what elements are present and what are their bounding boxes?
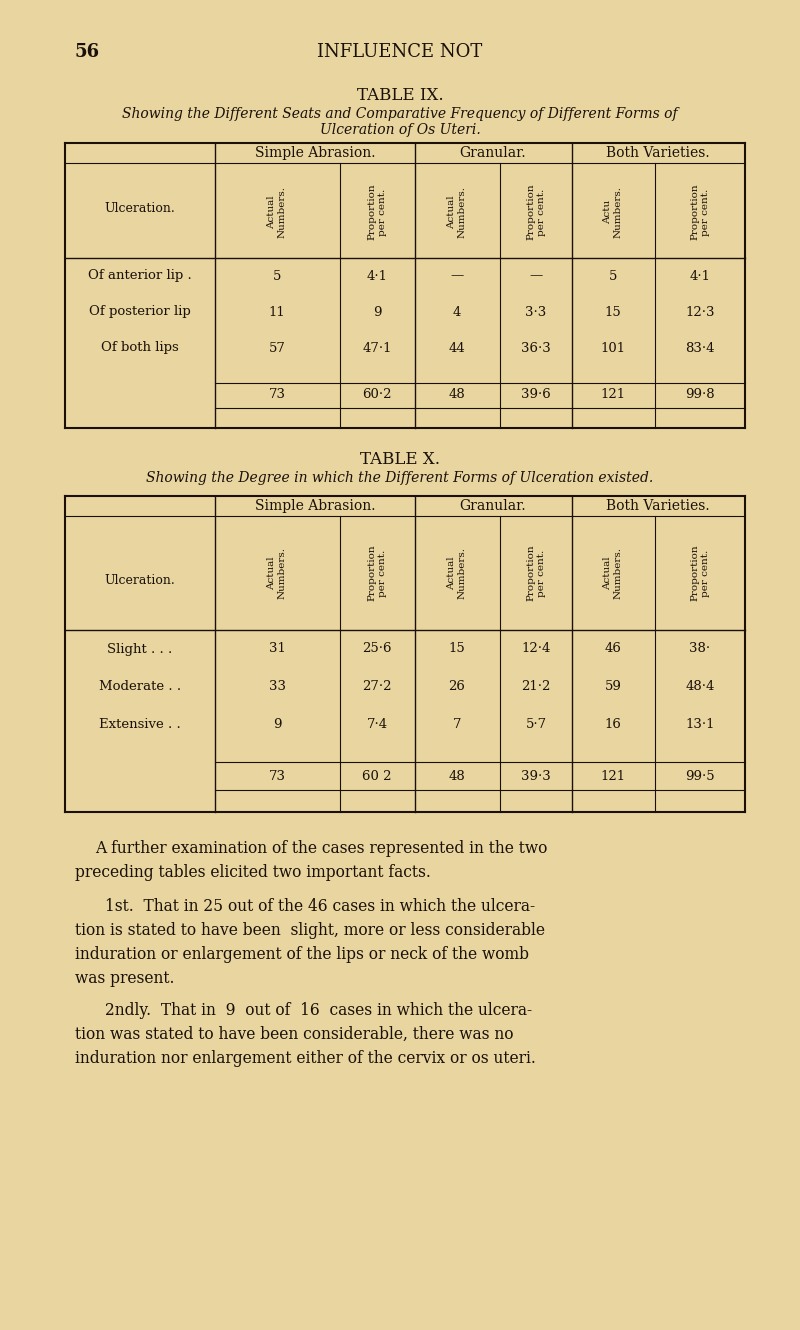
Text: Actual
Numbers.: Actual Numbers. (447, 186, 466, 238)
Text: 39·6: 39·6 (521, 388, 551, 402)
Text: 60 2: 60 2 (362, 770, 392, 782)
Text: Proportion
per cent.: Proportion per cent. (690, 545, 710, 601)
Text: 73: 73 (269, 770, 286, 782)
Text: Actual
Numbers.: Actual Numbers. (267, 186, 286, 238)
Text: induration or enlargement of the lips or neck of the womb: induration or enlargement of the lips or… (75, 946, 529, 963)
Text: 38·: 38· (690, 642, 710, 656)
Text: 13·1: 13·1 (686, 718, 714, 732)
Text: 48: 48 (449, 388, 466, 402)
Text: 101: 101 (601, 342, 626, 355)
Text: —: — (530, 270, 542, 282)
Text: Ulceration.: Ulceration. (105, 202, 175, 214)
Text: 33: 33 (269, 681, 286, 693)
Text: Proportion
per cent.: Proportion per cent. (367, 545, 386, 601)
Text: Actual
Numbers.: Actual Numbers. (447, 547, 466, 598)
Text: 5·7: 5·7 (526, 718, 546, 732)
Text: INFLUENCE NOT: INFLUENCE NOT (318, 43, 482, 61)
Text: Of both lips: Of both lips (101, 342, 179, 355)
Text: 9: 9 (273, 718, 282, 732)
Text: Granular.: Granular. (460, 499, 526, 513)
Text: Of anterior lip .: Of anterior lip . (88, 270, 192, 282)
Text: Extensive . .: Extensive . . (99, 718, 181, 732)
Text: 121: 121 (601, 388, 626, 402)
Text: 48·4: 48·4 (686, 681, 714, 693)
Text: 36·3: 36·3 (521, 342, 551, 355)
Text: Proportion
per cent.: Proportion per cent. (526, 184, 546, 241)
Text: Showing the Degree in which the Different Forms of Ulceration existed.: Showing the Degree in which the Differen… (146, 471, 654, 485)
Text: 7·4: 7·4 (366, 718, 387, 732)
Text: Proportion
per cent.: Proportion per cent. (526, 545, 546, 601)
Text: 5: 5 (273, 270, 281, 282)
Text: 12·4: 12·4 (522, 642, 550, 656)
Text: 12·3: 12·3 (686, 306, 714, 318)
Text: 15: 15 (449, 642, 466, 656)
Text: A further examination of the cases represented in the two: A further examination of the cases repre… (95, 841, 547, 857)
Text: 7: 7 (453, 718, 462, 732)
Text: 16: 16 (605, 718, 622, 732)
Text: Showing the Different Seats and Comparative Frequency of Different Forms of: Showing the Different Seats and Comparat… (122, 106, 678, 121)
Text: 25·6: 25·6 (362, 642, 392, 656)
Text: 46: 46 (605, 642, 622, 656)
Text: 9: 9 (373, 306, 382, 318)
Text: Simple Abrasion.: Simple Abrasion. (254, 146, 375, 160)
Text: Moderate . .: Moderate . . (99, 681, 181, 693)
Text: 48: 48 (449, 770, 466, 782)
Text: 56: 56 (75, 43, 100, 61)
Text: induration nor enlargement either of the cervix or os uteri.: induration nor enlargement either of the… (75, 1049, 536, 1067)
Text: 31: 31 (269, 642, 286, 656)
Text: 73: 73 (269, 388, 286, 402)
Text: 4·1: 4·1 (690, 270, 710, 282)
Text: 57: 57 (269, 342, 286, 355)
Text: Actual
Numbers.: Actual Numbers. (603, 547, 622, 598)
Text: Actual
Numbers.: Actual Numbers. (267, 547, 286, 598)
Text: 99·5: 99·5 (685, 770, 715, 782)
Text: 5: 5 (609, 270, 617, 282)
Text: Granular.: Granular. (460, 146, 526, 160)
Text: 59: 59 (605, 681, 622, 693)
Text: 1st.  That in 25 out of the 46 cases in which the ulcera-: 1st. That in 25 out of the 46 cases in w… (105, 898, 535, 915)
Text: 2ndly.  That in  9  out of  16  cases in which the ulcera-: 2ndly. That in 9 out of 16 cases in whic… (105, 1001, 532, 1019)
Text: Simple Abrasion.: Simple Abrasion. (254, 499, 375, 513)
Text: preceding tables elicited two important facts.: preceding tables elicited two important … (75, 864, 431, 880)
Text: Proportion
per cent.: Proportion per cent. (367, 184, 386, 241)
Text: 39·3: 39·3 (521, 770, 551, 782)
Text: 26: 26 (449, 681, 466, 693)
Text: Both Varieties.: Both Varieties. (606, 499, 710, 513)
Text: TABLE IX.: TABLE IX. (357, 86, 443, 104)
Text: 15: 15 (605, 306, 622, 318)
Text: 4·1: 4·1 (366, 270, 387, 282)
Text: Both Varieties.: Both Varieties. (606, 146, 710, 160)
Text: 60·2: 60·2 (362, 388, 392, 402)
Text: Proportion
per cent.: Proportion per cent. (690, 184, 710, 241)
Text: TABLE X.: TABLE X. (360, 451, 440, 468)
Text: Of posterior lip: Of posterior lip (89, 306, 191, 318)
Text: tion was stated to have been considerable, there was no: tion was stated to have been considerabl… (75, 1025, 514, 1043)
Text: Ulceration.: Ulceration. (105, 575, 175, 588)
Text: 27·2: 27·2 (362, 681, 392, 693)
Text: 47·1: 47·1 (362, 342, 392, 355)
Text: 99·8: 99·8 (685, 388, 715, 402)
Text: tion is stated to have been  slight, more or less considerable: tion is stated to have been slight, more… (75, 922, 545, 939)
Text: 21·2: 21·2 (522, 681, 550, 693)
Text: Ulceration of Os Uteri.: Ulceration of Os Uteri. (320, 122, 480, 137)
Text: —: — (450, 270, 464, 282)
Text: 11: 11 (269, 306, 286, 318)
Text: 83·4: 83·4 (686, 342, 714, 355)
Text: 3·3: 3·3 (526, 306, 546, 318)
Text: Slight . . .: Slight . . . (107, 642, 173, 656)
Text: Actu
Numbers.: Actu Numbers. (603, 186, 622, 238)
Text: 4: 4 (453, 306, 461, 318)
Text: 44: 44 (449, 342, 466, 355)
Text: 121: 121 (601, 770, 626, 782)
Text: was present.: was present. (75, 970, 174, 987)
